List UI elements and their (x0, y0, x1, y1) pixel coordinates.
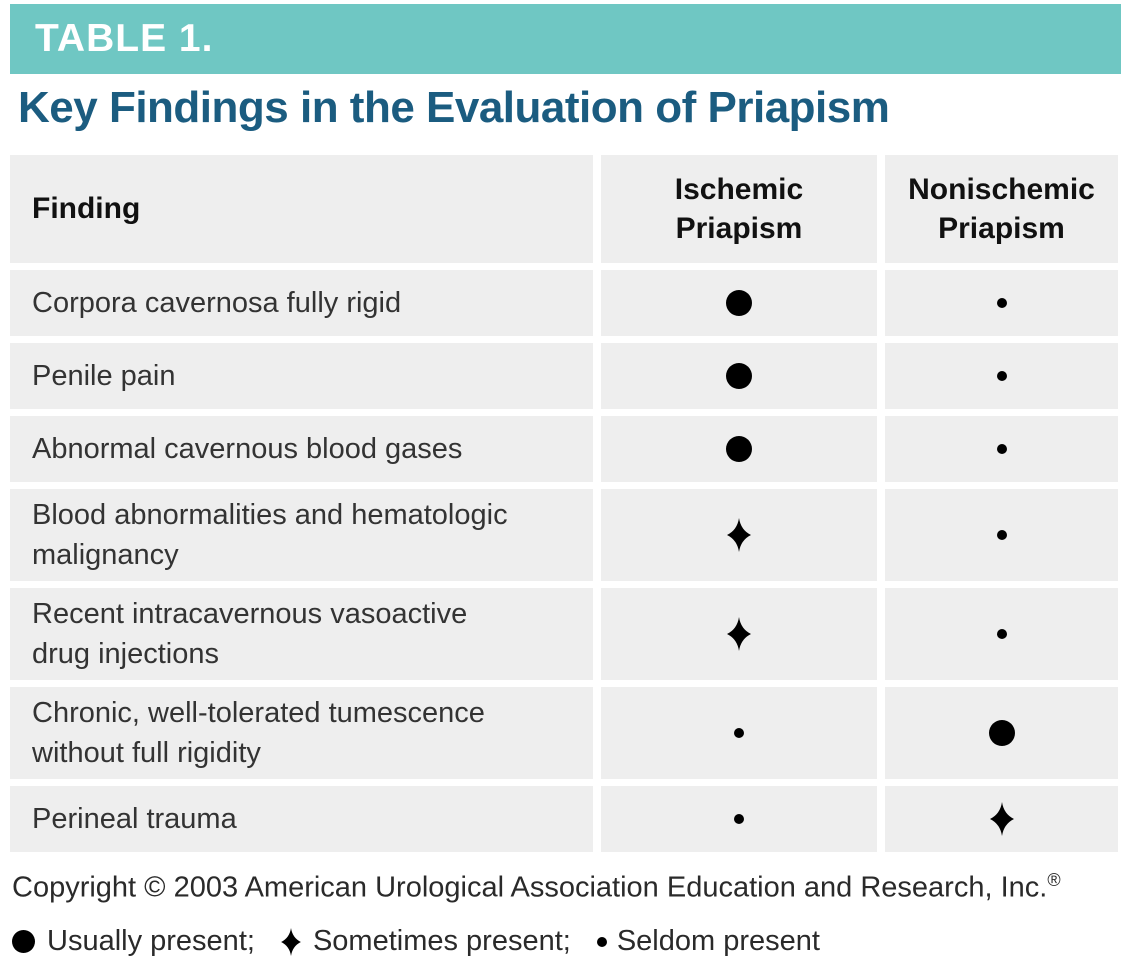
finding-cell: Recent intracavernous vasoactive drug in… (10, 588, 593, 681)
ischemic-cell (601, 416, 877, 483)
small-dot-icon (996, 629, 1007, 640)
finding-cell: Penile pain (10, 343, 593, 410)
large-dot-icon (12, 930, 35, 954)
nonischemic-cell (885, 270, 1118, 337)
finding-cell: Perineal trauma (10, 786, 593, 853)
four-pointed-star-icon (989, 802, 1014, 837)
ischemic-cell (601, 786, 877, 853)
finding-cell: Corpora cavernosa fully rigid (10, 270, 593, 337)
table-number-banner: TABLE 1. (10, 4, 1121, 74)
column-header-ischemic: Ischemic Priapism (601, 155, 877, 264)
nonischemic-cell (885, 416, 1118, 483)
nonischemic-cell (885, 786, 1118, 853)
small-dot-icon (996, 371, 1007, 382)
ischemic-cell (601, 343, 877, 410)
finding-cell: Chronic, well-tolerated tumescence witho… (10, 687, 593, 780)
legend-label: Seldom present (616, 925, 820, 958)
legend-label: Sometimes present; (312, 925, 571, 958)
nonischemic-cell (885, 343, 1118, 410)
four-pointed-star-icon (727, 617, 751, 652)
legend-item: Seldom present (596, 925, 820, 958)
copyright-text: Copyright © 2003 American Urological Ass… (12, 872, 1048, 905)
ischemic-cell (601, 588, 877, 681)
large-dot-icon (988, 720, 1015, 747)
copyright-line: Copyright © 2003 American Urological Ass… (12, 870, 1125, 905)
small-dot-icon (596, 936, 607, 947)
finding-cell: Abnormal cavernous blood gases (10, 416, 593, 483)
small-dot-icon (734, 814, 744, 825)
four-pointed-star-icon (281, 927, 301, 956)
column-header-finding: Finding (10, 155, 593, 264)
column-header-nonischemic: Nonischemic Priapism (885, 155, 1118, 264)
large-dot-icon (726, 436, 752, 463)
table-number-label: TABLE 1. (35, 17, 214, 60)
symbol-legend: Usually present; Sometimes present; Seldom… (12, 925, 1125, 958)
nonischemic-cell (885, 489, 1118, 582)
legend-item: Sometimes present; (281, 925, 571, 958)
ischemic-cell (601, 687, 877, 780)
ischemic-cell (601, 489, 877, 582)
nonischemic-cell (885, 687, 1118, 780)
small-dot-icon (996, 298, 1007, 309)
registered-trademark-icon: ® (1047, 870, 1061, 891)
ischemic-cell (601, 270, 877, 337)
nonischemic-cell (885, 588, 1118, 681)
large-dot-icon (726, 363, 752, 390)
findings-table: Finding Ischemic Priapism Nonischemic Pr… (10, 155, 1118, 853)
small-dot-icon (734, 728, 744, 739)
table-title: Key Findings in the Evaluation of Priapi… (18, 83, 890, 132)
table-figure: TABLE 1. Key Findings in the Evaluation … (0, 4, 1125, 977)
large-dot-icon (726, 290, 752, 317)
small-dot-icon (996, 444, 1007, 455)
finding-cell: Blood abnormalities and hematologic mali… (10, 489, 593, 582)
legend-item: Usually present; (12, 925, 255, 958)
legend-label: Usually present; (47, 925, 255, 958)
four-pointed-star-icon (727, 518, 751, 553)
small-dot-icon (996, 530, 1007, 541)
